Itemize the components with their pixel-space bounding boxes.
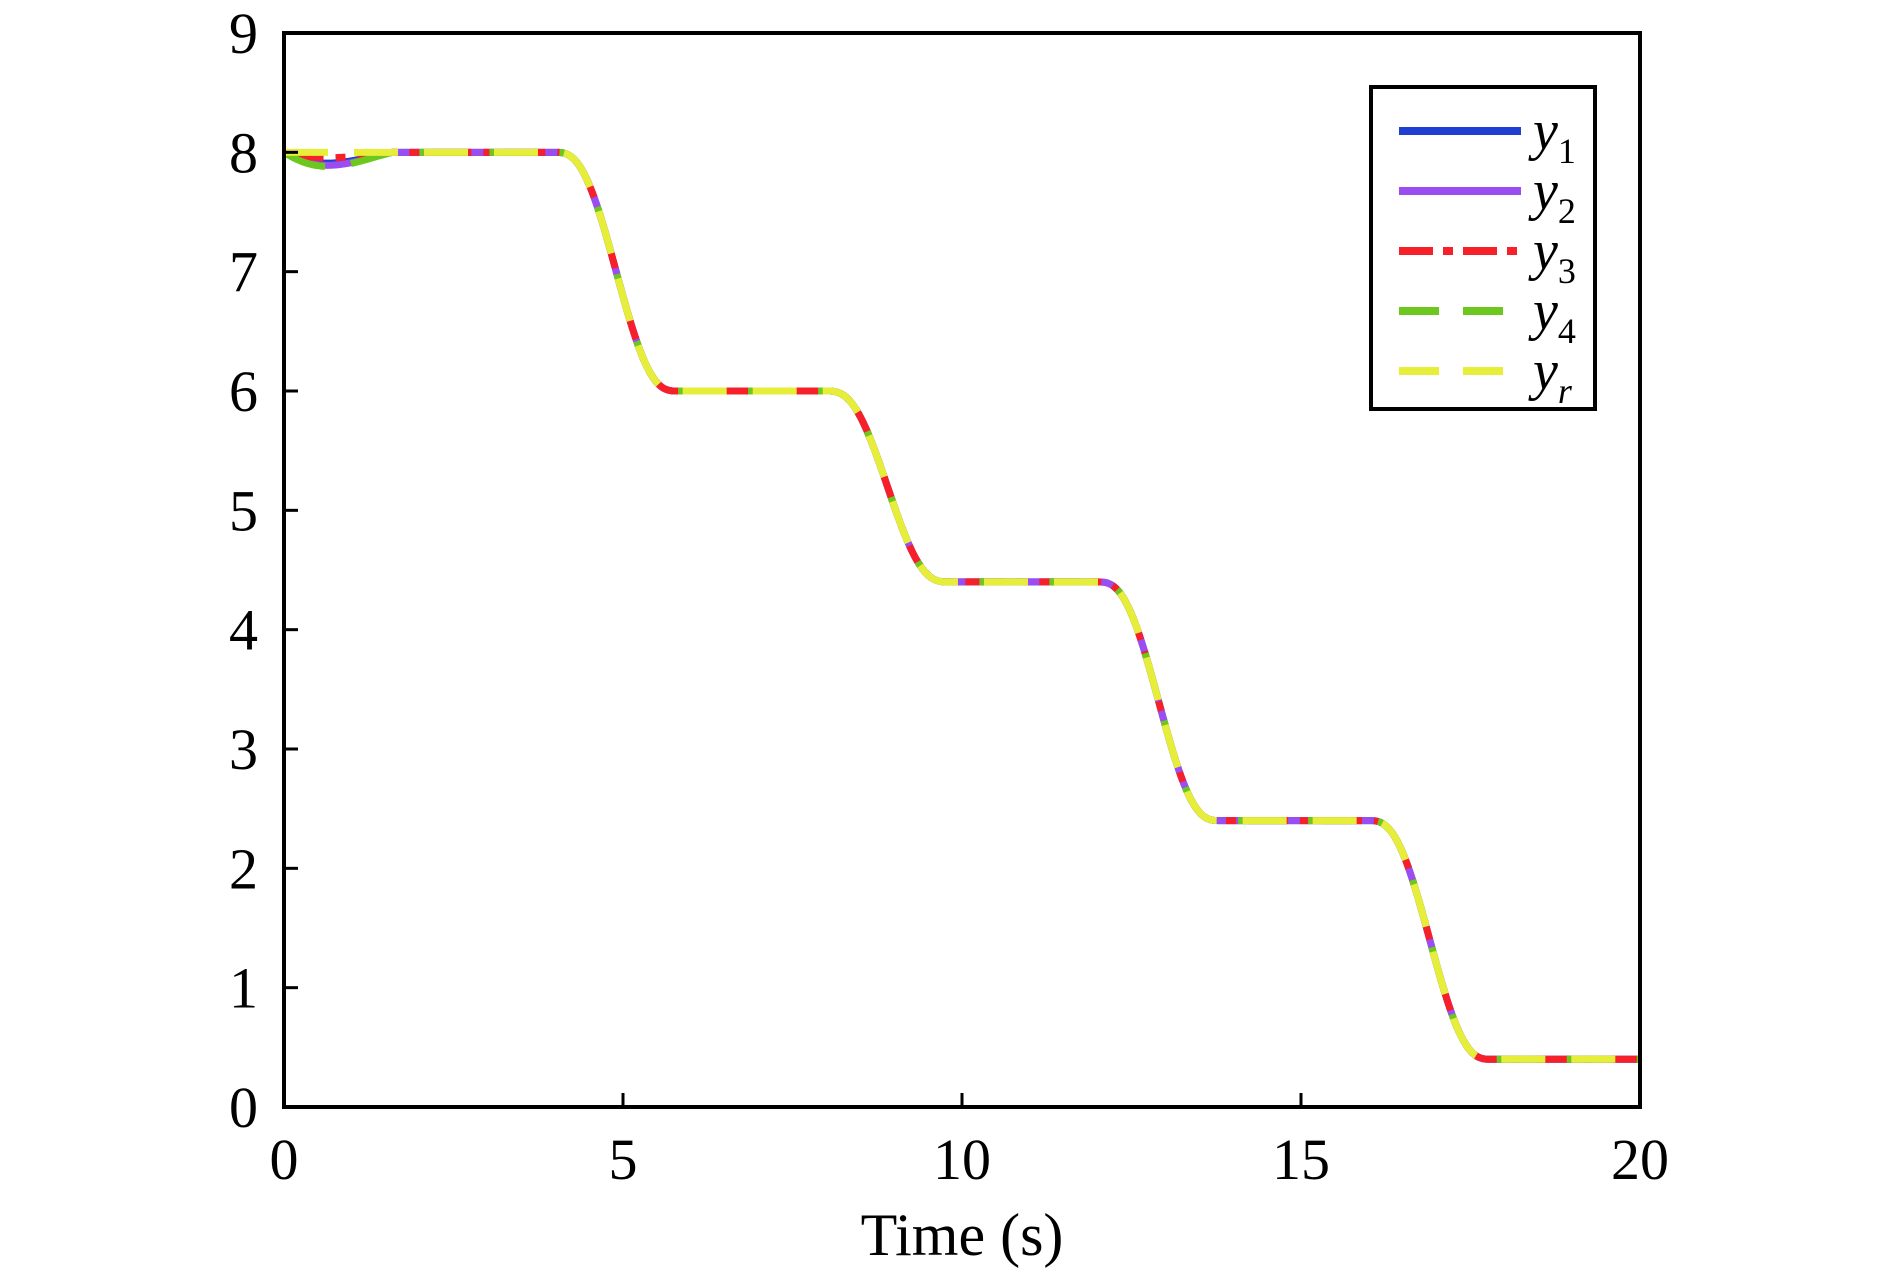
series-layer — [282, 148, 1642, 1063]
y-tick-label: 0 — [229, 1075, 258, 1140]
y-tick-label: 5 — [229, 478, 258, 543]
ticks-layer: 0 5 10 15 20 0 1 2 3 4 5 6 7 8 9 — [229, 1, 1669, 1192]
y-tick-label: 7 — [229, 240, 258, 305]
x-tick-label: 5 — [609, 1127, 638, 1192]
y-tick-label: 2 — [229, 836, 258, 901]
x-tick-label: 15 — [1272, 1127, 1330, 1192]
y-tick-label: 6 — [229, 359, 258, 424]
series-line-yr — [282, 148, 1642, 1063]
x-tick-label: 20 — [1611, 1127, 1669, 1192]
x-axis-title: Time (s) — [861, 1202, 1064, 1268]
y-tick-label: 9 — [229, 1, 258, 66]
x-tick-label: 10 — [933, 1127, 991, 1192]
y-tick-label: 4 — [229, 598, 258, 663]
y-tick-label: 8 — [229, 120, 258, 185]
x-tick-label: 0 — [270, 1127, 299, 1192]
y-tick-label: 1 — [229, 956, 258, 1021]
y-tick-label: 3 — [229, 717, 258, 782]
